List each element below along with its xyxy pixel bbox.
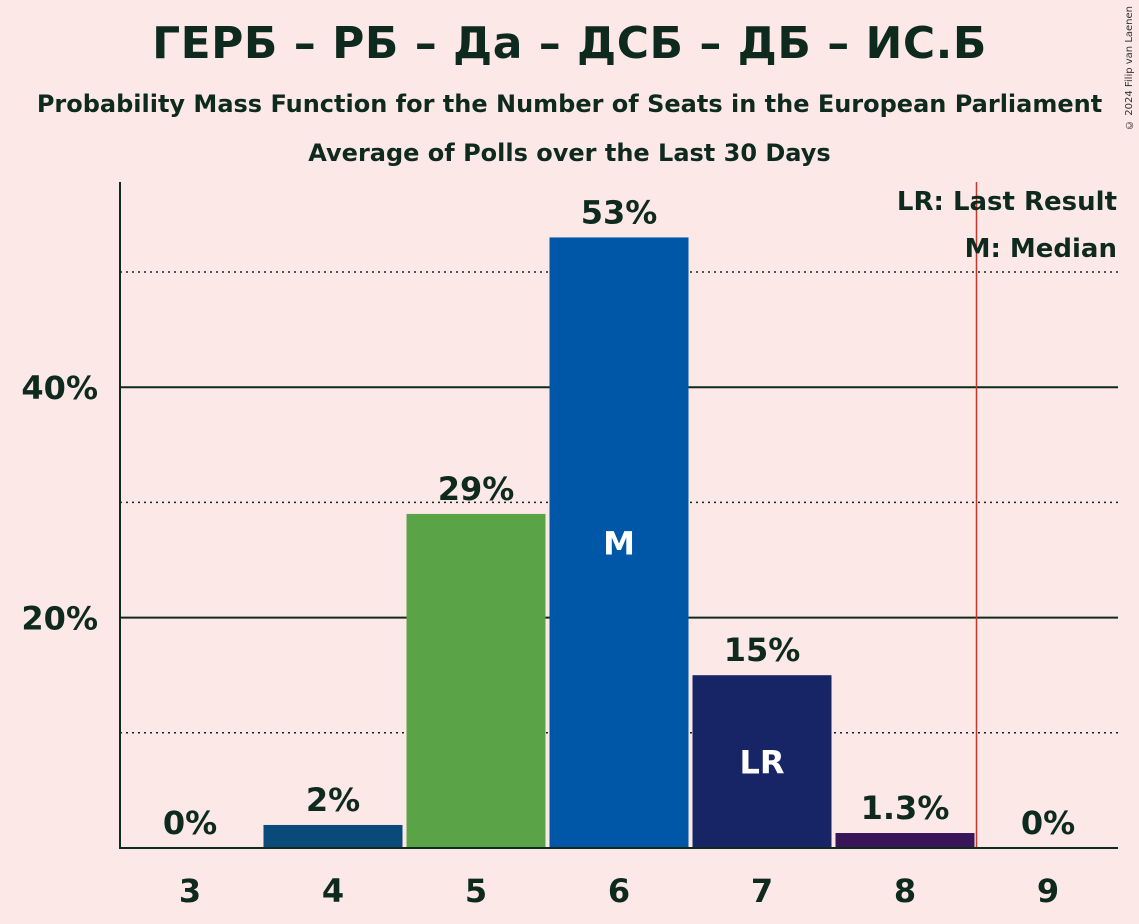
chart-subtitle: Probability Mass Function for the Number… [36, 90, 1103, 118]
bar-value-label: 1.3% [861, 789, 950, 827]
bar-value-label: 29% [438, 470, 515, 508]
legend-last-result: LR: Last Result [897, 187, 1117, 217]
bar-value-label: 53% [581, 193, 658, 231]
bar-8 [835, 833, 975, 848]
bar-4 [263, 824, 403, 848]
bar-layer [263, 182, 978, 848]
x-tick-label: 3 [179, 872, 201, 910]
bar-value-label: 15% [724, 631, 801, 669]
y-tick-label: 20% [21, 600, 98, 638]
bar-value-label: 0% [163, 804, 217, 842]
x-tick-label: 6 [608, 872, 630, 910]
y-tick-label: 40% [21, 369, 98, 407]
inbar-marker-lr: LR [739, 744, 784, 782]
bar-value-label: 0% [1021, 804, 1075, 842]
inbar-marker-m: M [603, 525, 635, 563]
x-tick-label: 8 [894, 872, 916, 910]
chart-subtitle-period: Average of Polls over the Last 30 Days [308, 139, 831, 167]
x-tick-label: 7 [751, 872, 773, 910]
bar-7 [692, 675, 832, 848]
x-tick-label: 4 [322, 872, 344, 910]
bar-value-label: 2% [306, 781, 360, 819]
x-tick-label: 9 [1037, 872, 1059, 910]
bar-5 [406, 513, 546, 848]
chart-title: ГЕРБ – РБ – Да – ДСБ – ДБ – ИС.Б [152, 18, 987, 69]
x-tick-label: 5 [465, 872, 487, 910]
legend-median: M: Median [965, 234, 1117, 264]
bar-6 [549, 237, 689, 848]
label-layer: 20% 40% 0% 3 2% 4 29% 5 53% 6 M 15% 7 LR 1.3% 8 0% 9 [21, 193, 1075, 910]
